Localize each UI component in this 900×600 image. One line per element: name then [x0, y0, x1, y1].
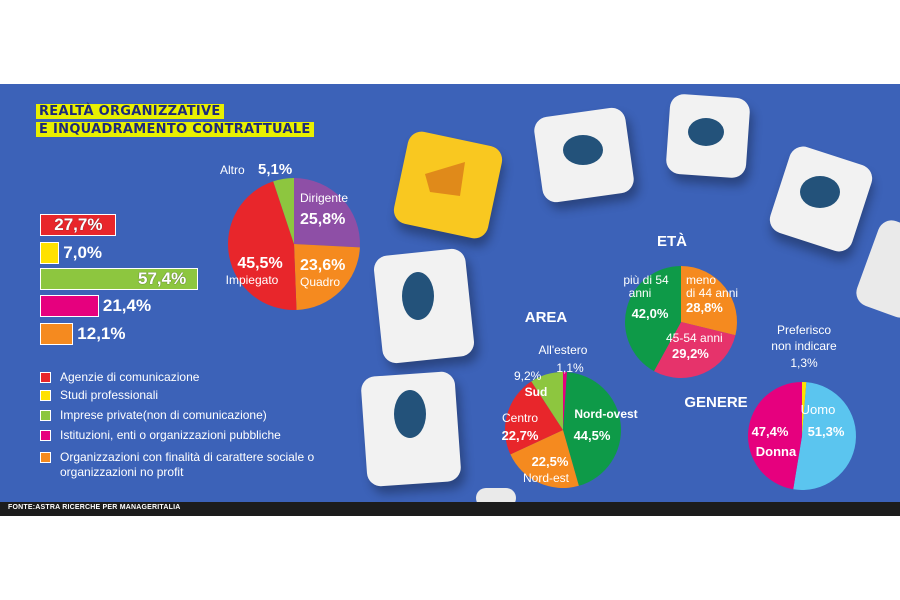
speech-bubble-icon	[688, 118, 724, 146]
infographic-panel: REALTÀ ORGANIZZATIVE E INQUADRAMENTO CON…	[0, 84, 900, 502]
pie-label: più di 54	[623, 273, 669, 287]
pie-label: Dirigente	[300, 191, 348, 205]
legend-label: Studi professionali	[60, 388, 159, 402]
pie-slice	[625, 266, 681, 372]
pie-label: 29,2%	[672, 346, 709, 361]
pie-label: 9,2%	[514, 369, 542, 383]
source-note: FONTE:ASTRA RICERCHE PER MANAGERITALIA	[8, 504, 181, 511]
pie-label: AREA	[525, 309, 568, 326]
footer: FONTE:ASTRA RICERCHE PER MANAGERITALIA	[0, 502, 900, 516]
pie-label: meno	[686, 273, 716, 287]
legend-label: Istituzioni, enti o organizzazioni pubbl…	[60, 428, 281, 442]
pie-label: anni	[629, 286, 652, 300]
speech-bubble-icon	[800, 176, 840, 208]
pie-label: 44,5%	[574, 428, 611, 443]
pie-slice	[294, 244, 360, 310]
title-line-1: REALTÀ ORGANIZZATIVE	[36, 104, 224, 119]
pie-label: 22,7%	[502, 428, 539, 443]
pie-slice	[748, 382, 802, 490]
pie-label: 28,8%	[686, 300, 723, 315]
pie-label: 42,0%	[632, 306, 669, 321]
pie-label: 23,6%	[300, 257, 345, 274]
pie-label: Uomo	[801, 402, 836, 417]
pie-slice	[793, 382, 857, 491]
pie-label: Impiegato	[226, 273, 279, 287]
pie-label: 47,4%	[752, 424, 789, 439]
pie-label: Centro	[502, 411, 538, 425]
pie-label: 1,1%	[556, 361, 584, 375]
bar	[40, 323, 74, 345]
legend-label: Organizzazioni con finalità di carattere…	[60, 450, 315, 479]
legend-swatch	[40, 410, 51, 421]
bar-value-label: 7,0%	[63, 243, 103, 262]
legend-label: Imprese private(non di comunicazione)	[60, 408, 267, 422]
pie-charts: Altro 5,1% Dirigente 25,8% 23,6%Quadro 45,5%I…	[220, 161, 857, 491]
speech-bubble-icons	[394, 118, 840, 438]
pie-slice	[654, 322, 736, 378]
pie-label: 1,3%	[790, 356, 818, 370]
pie-label: 25,8%	[300, 211, 345, 228]
bar-value-label: 21,4%	[102, 296, 152, 315]
speech-bubble-icon	[402, 272, 434, 320]
pie-label: GENERE	[684, 394, 747, 411]
pie-label: 22,5%	[532, 454, 569, 469]
pie-label: Preferisco	[777, 323, 831, 337]
legend-swatch	[40, 452, 51, 463]
legend-swatch	[40, 372, 51, 383]
pie-label: 5,1%	[258, 161, 292, 178]
speech-bubble-icon	[563, 135, 603, 165]
bar-value-label: 12,1%	[77, 324, 126, 343]
pie-label: ETÀ	[657, 233, 687, 250]
pie-slice	[563, 372, 568, 430]
pie-label: Nord-ovest	[574, 407, 637, 421]
bar	[40, 268, 198, 290]
pie-label: non indicare	[771, 339, 837, 353]
bar	[40, 242, 60, 264]
pie-slice	[294, 178, 360, 248]
pie-label: 51,3%	[808, 424, 845, 439]
pie-slice	[510, 430, 579, 489]
legend-swatch	[40, 390, 51, 401]
decorative-cube	[476, 488, 516, 502]
pie-label: Quadro	[300, 275, 340, 289]
bar	[40, 295, 99, 317]
megaphone-icon	[425, 162, 465, 196]
pie-label: di 44 anni	[686, 286, 738, 300]
pie-label: Altro	[220, 163, 245, 177]
pie-label: 45,5%	[237, 255, 282, 272]
legend-swatch	[40, 430, 51, 441]
pie-slice	[531, 372, 563, 430]
pie-slice	[273, 178, 294, 244]
pie-slice	[563, 372, 621, 486]
pie-slice	[505, 381, 563, 455]
bar	[40, 214, 117, 236]
pie-slice	[681, 266, 737, 336]
pie-slice	[802, 382, 807, 436]
title-line-2: E INQUADRAMENTO CONTRATTUALE	[36, 122, 314, 137]
pie-label: 45-54 anni	[666, 331, 723, 345]
bar-value-label: 27,7%	[54, 215, 103, 234]
pie-label: Donna	[756, 444, 797, 459]
pie-slice	[227, 181, 297, 311]
pie-label: Sud	[525, 385, 548, 399]
legend-label: Agenzie di comunicazione	[60, 370, 200, 384]
pie-label: Nord-est	[523, 471, 570, 485]
bar-value-label: 57,4%	[138, 269, 187, 288]
speech-bubble-icon	[394, 390, 426, 438]
pie-label: All'estero	[539, 343, 588, 357]
